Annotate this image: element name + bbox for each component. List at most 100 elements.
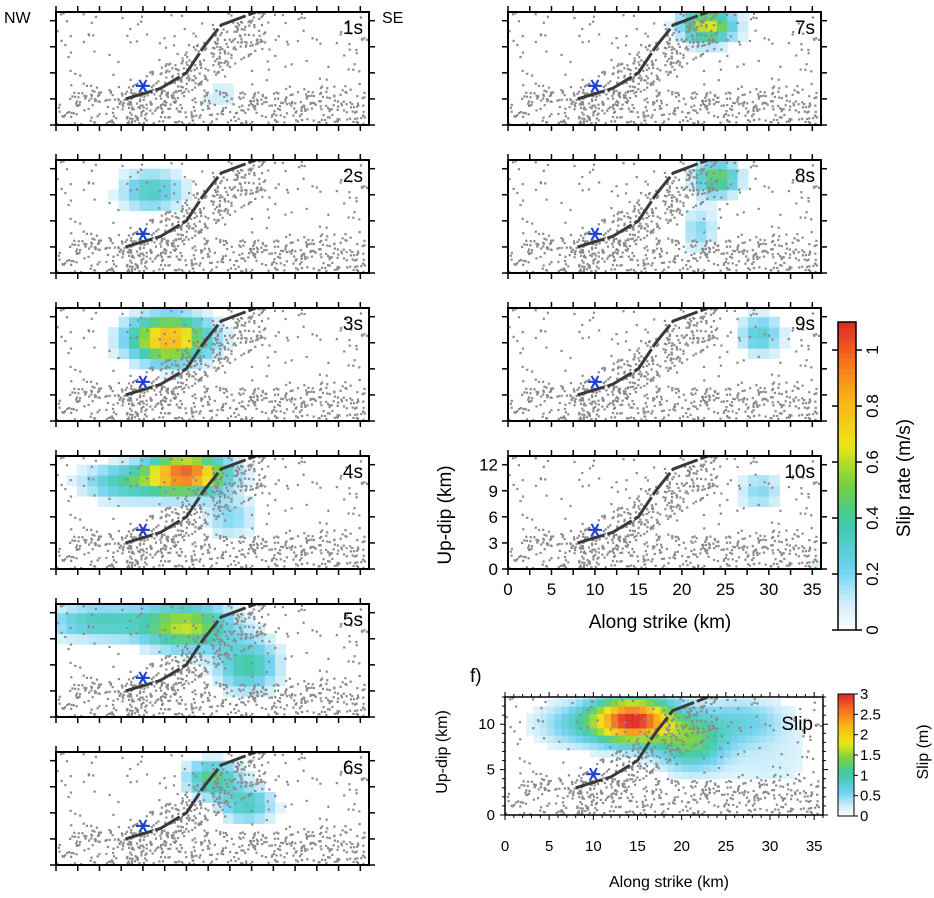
aftershock-dot — [352, 216, 355, 219]
aftershock-dot — [270, 548, 273, 551]
aftershock-dot — [146, 94, 149, 97]
aftershock-dot — [358, 230, 361, 234]
aftershock-dot — [113, 394, 117, 397]
aftershock-dot — [134, 388, 137, 391]
aftershock-dot — [326, 254, 330, 258]
aftershock-dot — [202, 355, 205, 358]
aftershock-dot — [134, 379, 137, 382]
aftershock-dot — [90, 560, 93, 563]
aftershock-dot — [210, 705, 214, 708]
aftershock-dot — [93, 494, 96, 497]
aftershock-dot — [226, 691, 229, 695]
aftershock-dot — [182, 659, 186, 662]
aftershock-dot — [176, 85, 180, 88]
aftershock-dot — [139, 400, 142, 403]
aftershock-dot — [149, 71, 152, 74]
panel-4s: 4s — [50, 450, 375, 575]
aftershock-dot — [340, 622, 343, 626]
aftershock-dot — [69, 541, 72, 545]
aftershock-dot — [251, 44, 254, 47]
aftershock-dot — [238, 330, 241, 333]
slip-cell — [222, 612, 234, 624]
aftershock-dot — [163, 264, 167, 267]
aftershock-dot — [356, 687, 359, 690]
aftershock-dot — [273, 258, 276, 261]
aftershock-dot — [203, 237, 206, 240]
aftershock-dot — [289, 389, 292, 393]
aftershock-dot — [182, 511, 186, 514]
aftershock-dot — [203, 385, 206, 388]
aftershock-dot — [159, 550, 162, 553]
aftershock-dot — [352, 712, 355, 716]
aftershock-dot — [232, 399, 235, 402]
aftershock-dot — [307, 95, 310, 98]
aftershock-dot — [300, 253, 304, 257]
aftershock-dot — [131, 241, 135, 244]
aftershock-dot — [225, 242, 229, 245]
aftershock-dot — [245, 488, 248, 491]
aftershock-dot — [317, 544, 321, 547]
aftershock-dot — [256, 691, 259, 694]
aftershock-dot — [194, 530, 197, 533]
aftershock-dot — [238, 626, 241, 629]
slip-cell — [202, 485, 214, 497]
slip-cell — [212, 316, 224, 328]
aftershock-dot — [352, 402, 356, 405]
aftershock-dot — [212, 200, 215, 203]
aftershock-dot — [258, 456, 261, 459]
aftershock-dot — [186, 55, 189, 59]
aftershock-dot — [215, 353, 219, 357]
aftershock-dot — [344, 381, 347, 384]
aftershock-dot — [359, 319, 362, 322]
slip-cell — [160, 612, 172, 624]
aftershock-dot — [325, 565, 328, 569]
aftershock-dot — [155, 403, 158, 406]
aftershock-dot — [93, 565, 96, 568]
aftershock-dot — [177, 110, 180, 113]
aftershock-dot — [127, 234, 131, 237]
aftershock-dot — [164, 252, 167, 255]
aftershock-dot — [181, 355, 184, 359]
aftershock-dot — [324, 414, 327, 418]
aftershock-dot — [177, 365, 180, 368]
aftershock-dot — [172, 387, 175, 390]
aftershock-dot — [90, 528, 93, 531]
aftershock-dot — [185, 560, 188, 563]
aftershock-dot — [355, 702, 358, 705]
aftershock-dot — [363, 96, 366, 99]
aftershock-dot — [221, 47, 224, 50]
aftershock-dot — [353, 359, 356, 362]
slip-cell — [149, 199, 161, 212]
aftershock-dot — [158, 42, 161, 45]
aftershock-dot — [335, 633, 338, 637]
aftershock-dot — [249, 200, 253, 204]
aftershock-dot — [303, 384, 306, 387]
aftershock-dot — [305, 651, 308, 655]
aftershock-dot — [319, 42, 322, 45]
aftershock-dot — [149, 219, 152, 222]
slip-cell — [108, 456, 120, 466]
aftershock-dot — [261, 491, 264, 495]
aftershock-dot — [243, 620, 246, 623]
aftershock-dot — [179, 547, 182, 551]
aftershock-dot — [245, 121, 248, 125]
aftershock-dot — [212, 28, 216, 31]
slip-cell — [66, 633, 78, 645]
aftershock-dot — [256, 338, 259, 341]
aftershock-dot — [346, 118, 349, 121]
aftershock-dot — [119, 248, 123, 251]
aftershock-dot — [129, 175, 132, 179]
aftershock-dot — [310, 397, 313, 401]
aftershock-dot — [127, 565, 130, 569]
aftershock-dot — [277, 684, 280, 687]
aftershock-dot — [200, 80, 203, 83]
aftershock-dot — [192, 624, 195, 627]
aftershock-dot — [121, 256, 124, 259]
aftershock-dot — [361, 38, 364, 41]
aftershock-dot — [208, 261, 212, 265]
aftershock-dot — [131, 677, 135, 680]
aftershock-dot — [201, 466, 204, 469]
aftershock-dot — [184, 111, 187, 114]
aftershock-dot — [173, 377, 176, 380]
aftershock-dot — [324, 118, 327, 122]
